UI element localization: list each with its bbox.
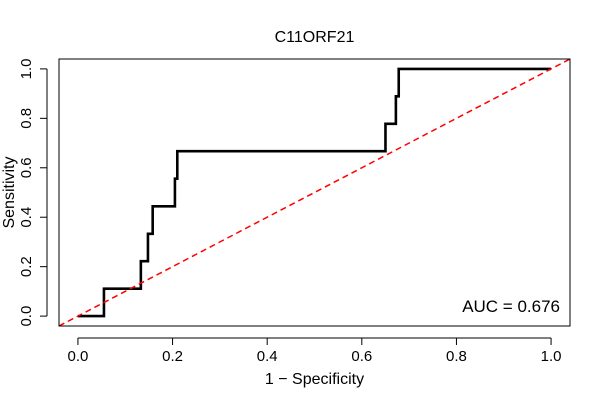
reference-diagonal-line [59, 59, 570, 326]
y-axis-label: Sensitivity [1, 156, 18, 228]
x-tick-label: 0.4 [257, 348, 278, 365]
roc-curve-line [77, 67, 552, 318]
y-tick-label: 0.6 [18, 157, 35, 178]
chart-title: C11ORF21 [275, 29, 355, 46]
y-tick-label: 0.2 [18, 256, 35, 277]
y-tick-label: 0.0 [18, 306, 35, 327]
x-tick-label: 0.2 [162, 348, 183, 365]
x-axis-label: 1 − Specificity [265, 371, 364, 388]
y-tick-label: 0.4 [18, 207, 35, 228]
x-tick-label: 0.8 [446, 348, 467, 365]
x-tick-label: 0.0 [67, 348, 88, 365]
auc-annotation: AUC = 0.676 [462, 297, 560, 316]
y-tick-label: 0.8 [18, 108, 35, 129]
x-tick-label: 0.6 [351, 348, 372, 365]
y-tick-label: 1.0 [18, 58, 35, 79]
plot-frame [58, 58, 571, 327]
x-tick-label: 1.0 [541, 348, 562, 365]
